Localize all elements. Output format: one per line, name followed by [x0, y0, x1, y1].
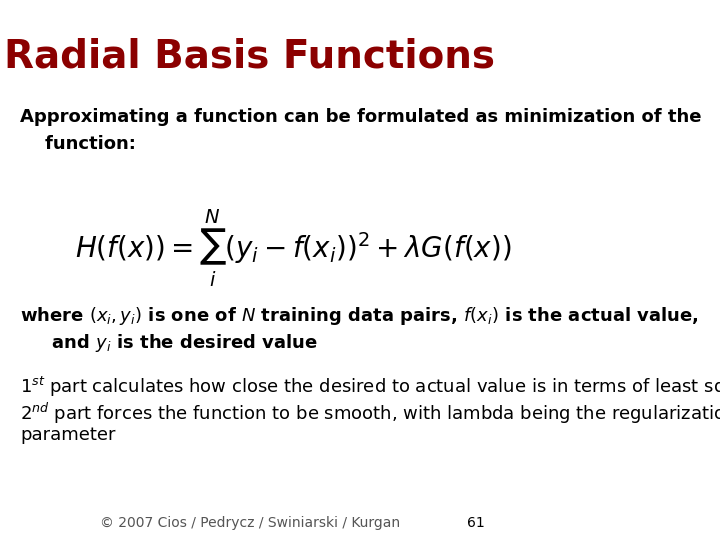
Text: Radial Basis Functions: Radial Basis Functions: [4, 38, 495, 76]
Text: where $(x_i, y_i)$ is one of $N$ training data pairs, $f(x_i)$ is the actual val: where $(x_i, y_i)$ is one of $N$ trainin…: [20, 305, 699, 327]
Text: Approximating a function can be formulated as minimization of the: Approximating a function can be formulat…: [20, 108, 701, 126]
Text: 61: 61: [467, 516, 485, 530]
Text: parameter: parameter: [20, 426, 115, 444]
Text: $1^{st}$ part calculates how close the desired to actual value is in terms of le: $1^{st}$ part calculates how close the d…: [20, 375, 720, 400]
Text: © 2007 Cios / Pedrycz / Swiniarski / Kurgan: © 2007 Cios / Pedrycz / Swiniarski / Kur…: [100, 516, 400, 530]
Text: $2^{nd}$ part forces the function to be smooth, with lambda being the regulariza: $2^{nd}$ part forces the function to be …: [20, 401, 720, 426]
Text: $H(f(x)) = \sum_{i}^{N} (y_i - f(x_i))^2 + \lambda G(f(x))$: $H(f(x)) = \sum_{i}^{N} (y_i - f(x_i))^2…: [75, 208, 511, 289]
Text: and $y_i$ is the desired value: and $y_i$ is the desired value: [20, 332, 318, 354]
Text: function:: function:: [20, 135, 136, 153]
